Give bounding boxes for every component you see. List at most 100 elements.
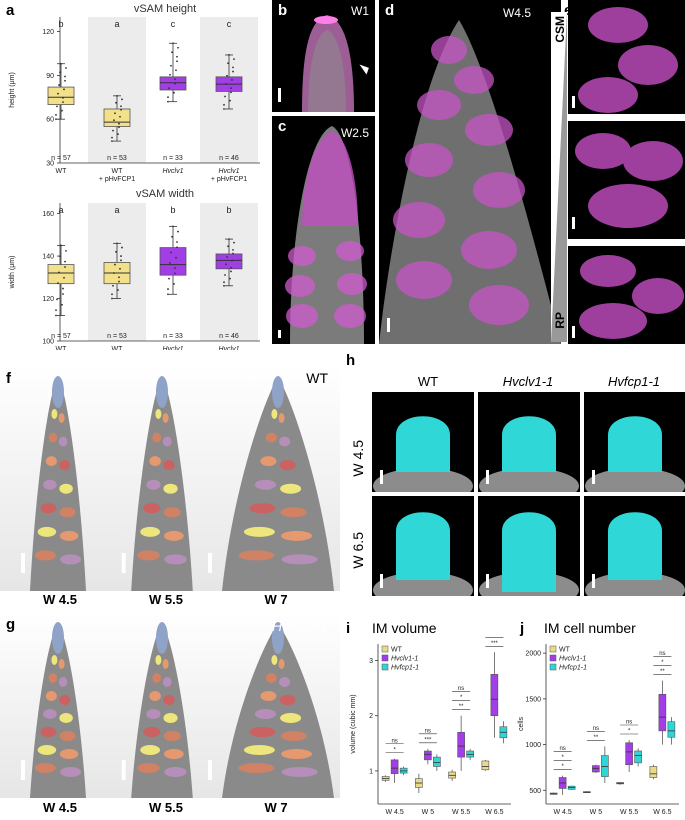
data-point: [167, 288, 169, 290]
box: [601, 755, 609, 777]
primordium: [149, 456, 161, 467]
legend-swatch: [381, 645, 389, 653]
primordium: [59, 731, 76, 741]
a-top-boxes: [47, 42, 243, 143]
primordium: [137, 550, 160, 561]
primordium: [60, 554, 82, 565]
y-tick-label: 30: [46, 161, 54, 168]
box: [490, 674, 499, 717]
x-label: Hvclv1: [218, 346, 239, 350]
data-point: [118, 126, 120, 129]
scale-bar: [21, 760, 25, 780]
primordium: [152, 673, 162, 683]
y-tick-label: 100: [42, 339, 54, 346]
data-point: [121, 246, 123, 249]
primordium: [162, 659, 169, 669]
primordium: [279, 695, 296, 705]
primordium: [279, 677, 291, 687]
data-point: [57, 282, 59, 285]
scale-bar: [278, 330, 281, 338]
sig-label: *: [661, 660, 664, 666]
primordium: [281, 530, 313, 541]
data-point: [119, 115, 121, 118]
primordium: [143, 727, 161, 737]
box: [667, 721, 676, 738]
data-point: [114, 112, 116, 115]
data-point: [62, 293, 64, 295]
sig-label: ns: [626, 720, 632, 726]
primordium: [162, 436, 172, 447]
data-point: [227, 245, 229, 248]
y-tick-label: 120: [42, 29, 54, 36]
x-tick-label: W 5: [422, 809, 435, 816]
legend-label: Hvfcp1-1: [391, 665, 419, 672]
data-point: [168, 277, 170, 280]
data-point: [172, 225, 174, 228]
panel-label-b: b: [278, 2, 288, 19]
primordium: [143, 503, 161, 514]
box: [47, 264, 75, 285]
x-label: WT: [56, 346, 68, 350]
data-point: [64, 260, 66, 263]
primordium: [59, 749, 79, 759]
primordium: [162, 677, 172, 687]
sig-label: ns: [425, 728, 431, 734]
data-point: [230, 270, 232, 273]
g-stage-3: W 7: [264, 800, 288, 815]
data-point: [226, 256, 228, 258]
data-point: [58, 84, 60, 86]
box: [47, 86, 75, 106]
data-point: [224, 95, 226, 98]
primordium: [280, 507, 307, 518]
scale-bar: [380, 574, 383, 588]
primordium: [243, 745, 275, 755]
stage-tag-w2-5: W2.5: [340, 126, 369, 140]
primordium: [281, 749, 313, 759]
sig-label: *: [493, 636, 496, 638]
data-point: [169, 262, 171, 264]
spike-tip: [156, 622, 168, 654]
sig-label: ns: [391, 738, 397, 744]
y-axis-label: cells: [518, 717, 525, 732]
primordium: [254, 709, 276, 719]
g-stage-1: W 4.5: [43, 800, 77, 815]
legend-label: WT: [559, 647, 571, 654]
y-tick-label: 120: [42, 296, 54, 303]
primordium: [155, 409, 162, 419]
scale-bar: [21, 553, 25, 573]
primordium: [278, 659, 285, 669]
box: [625, 742, 633, 765]
data-point: [111, 297, 113, 300]
y-tick-label: 2000: [525, 651, 541, 658]
data-point: [174, 82, 176, 85]
data-point: [224, 274, 226, 276]
primordium: [238, 763, 275, 773]
a-bottom-boxes: [47, 225, 243, 317]
n-label: n = 53: [107, 333, 127, 340]
panel-c-image: c W2.5: [272, 116, 375, 344]
data-point: [231, 78, 233, 81]
data-point: [120, 255, 122, 257]
primordium: [280, 713, 302, 723]
data-point: [171, 51, 173, 54]
genotype-label-wt: WT: [306, 370, 328, 386]
data-point: [59, 255, 61, 258]
primordium: [163, 749, 184, 759]
scale-bar: [572, 96, 575, 108]
a-bottom-n-labels: n = 57 n = 53 n = 33 n = 46: [51, 333, 239, 340]
primordium: [278, 413, 285, 423]
primordium: [58, 677, 68, 687]
y-tick-label: 90: [46, 73, 54, 80]
primordium: [280, 731, 307, 741]
scale-bar: [387, 318, 390, 332]
scale-bar: [486, 574, 489, 588]
box: [159, 76, 187, 91]
primordium: [164, 767, 187, 777]
data-point: [230, 91, 232, 94]
primordium: [281, 767, 318, 777]
legend-swatch: [381, 654, 389, 662]
data-point: [229, 277, 231, 280]
primordium: [43, 709, 57, 719]
